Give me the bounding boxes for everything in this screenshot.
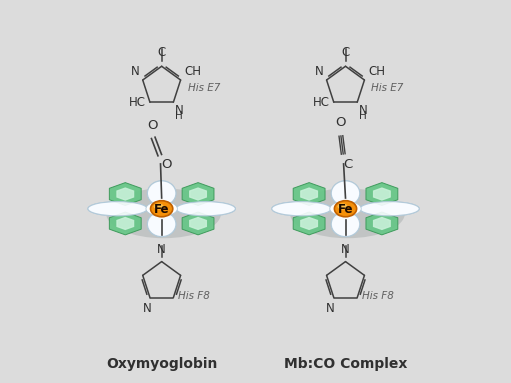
Ellipse shape — [331, 181, 360, 206]
Polygon shape — [190, 218, 206, 229]
Text: H: H — [175, 111, 183, 121]
Text: N: N — [131, 65, 140, 78]
Polygon shape — [374, 188, 390, 200]
Polygon shape — [301, 218, 317, 229]
Text: His E7: His E7 — [371, 83, 404, 93]
Text: His E7: His E7 — [188, 83, 220, 93]
Polygon shape — [190, 188, 206, 200]
Text: H: H — [359, 111, 367, 121]
Text: Mb:CO Complex: Mb:CO Complex — [284, 357, 407, 371]
Text: Fe: Fe — [338, 203, 353, 216]
Ellipse shape — [272, 201, 331, 216]
Ellipse shape — [331, 212, 360, 237]
Ellipse shape — [147, 212, 176, 237]
Text: N: N — [315, 65, 323, 78]
Ellipse shape — [154, 203, 164, 210]
Polygon shape — [293, 183, 325, 205]
Ellipse shape — [360, 201, 419, 216]
Ellipse shape — [176, 201, 236, 216]
Ellipse shape — [331, 181, 360, 206]
Ellipse shape — [146, 201, 177, 216]
Text: HC: HC — [313, 96, 330, 109]
Ellipse shape — [176, 201, 236, 216]
Text: Fe: Fe — [154, 203, 170, 216]
Ellipse shape — [272, 201, 331, 216]
Polygon shape — [366, 183, 398, 205]
Text: O: O — [335, 116, 346, 129]
Ellipse shape — [147, 212, 176, 237]
Polygon shape — [182, 183, 214, 205]
Ellipse shape — [88, 201, 147, 216]
Ellipse shape — [334, 201, 357, 217]
Text: His F8: His F8 — [178, 291, 210, 301]
Polygon shape — [109, 183, 141, 205]
Text: N: N — [175, 104, 184, 117]
Polygon shape — [109, 212, 141, 235]
Polygon shape — [117, 188, 133, 200]
Text: O: O — [161, 158, 171, 171]
Ellipse shape — [330, 201, 361, 216]
Polygon shape — [301, 188, 317, 200]
Text: Oxymyoglobin: Oxymyoglobin — [106, 357, 217, 371]
Ellipse shape — [88, 201, 147, 216]
Text: N: N — [359, 104, 368, 117]
Text: N: N — [327, 302, 335, 315]
Text: C: C — [343, 158, 353, 171]
Ellipse shape — [290, 188, 405, 238]
Text: C: C — [341, 46, 350, 59]
Polygon shape — [182, 212, 214, 235]
Text: HC: HC — [129, 96, 146, 109]
Text: N: N — [341, 243, 350, 256]
Text: N: N — [143, 302, 151, 315]
Text: O: O — [147, 119, 158, 132]
Polygon shape — [293, 212, 325, 235]
Text: N: N — [157, 243, 166, 256]
Ellipse shape — [147, 181, 176, 206]
Ellipse shape — [360, 201, 419, 216]
Text: CH: CH — [184, 65, 201, 78]
Text: C: C — [157, 46, 166, 59]
Text: CH: CH — [368, 65, 385, 78]
Polygon shape — [117, 218, 133, 229]
Ellipse shape — [147, 181, 176, 206]
Ellipse shape — [151, 201, 173, 217]
Ellipse shape — [337, 203, 347, 210]
Ellipse shape — [106, 188, 221, 238]
Polygon shape — [366, 212, 398, 235]
Polygon shape — [374, 218, 390, 229]
Ellipse shape — [331, 212, 360, 237]
Text: His F8: His F8 — [362, 291, 393, 301]
